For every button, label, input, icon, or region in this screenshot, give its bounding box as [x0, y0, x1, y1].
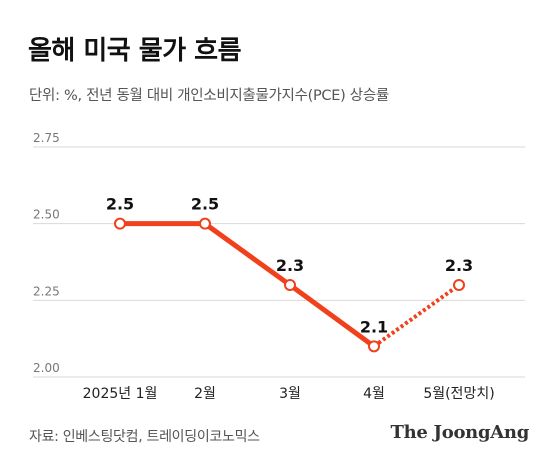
data-point — [453, 279, 465, 291]
x-tick-label: 4월 — [363, 386, 385, 402]
y-tick-label: 2.25 — [33, 284, 60, 298]
x-tick-label: 5월(전망치) — [423, 386, 494, 402]
y-tick-label: 2.50 — [33, 208, 60, 222]
brand-logo: The JoongAng — [390, 422, 530, 443]
data-label: 2.1 — [360, 317, 388, 336]
data-point — [284, 279, 296, 291]
line-segment — [287, 282, 377, 349]
data-point — [114, 217, 126, 230]
line-segment-projected — [372, 283, 461, 348]
x-tick-label: 3월 — [279, 386, 301, 402]
chart-title: 올해 미국 물가 흐름 — [28, 36, 242, 66]
data-point — [199, 217, 211, 230]
data-label: 2.3 — [445, 256, 473, 275]
x-tick-label: 2025년 1월 — [83, 386, 158, 402]
y-tick-label: 2.75 — [33, 131, 60, 145]
source-note: 자료: 인베스팅닷컴, 트레이딩이코노믹스 — [29, 429, 260, 445]
line-segment — [202, 221, 293, 288]
data-point — [368, 340, 380, 353]
data-label: 2.5 — [191, 195, 219, 214]
data-label: 2.3 — [276, 256, 304, 275]
x-tick-label: 2월 — [194, 386, 216, 402]
y-tick-label: 2.00 — [33, 361, 60, 375]
data-label: 2.5 — [106, 195, 134, 214]
chart-subtitle: 단위: %, 전년 동월 대비 개인소비지출물가지수(PCE) 상승률 — [29, 88, 389, 104]
